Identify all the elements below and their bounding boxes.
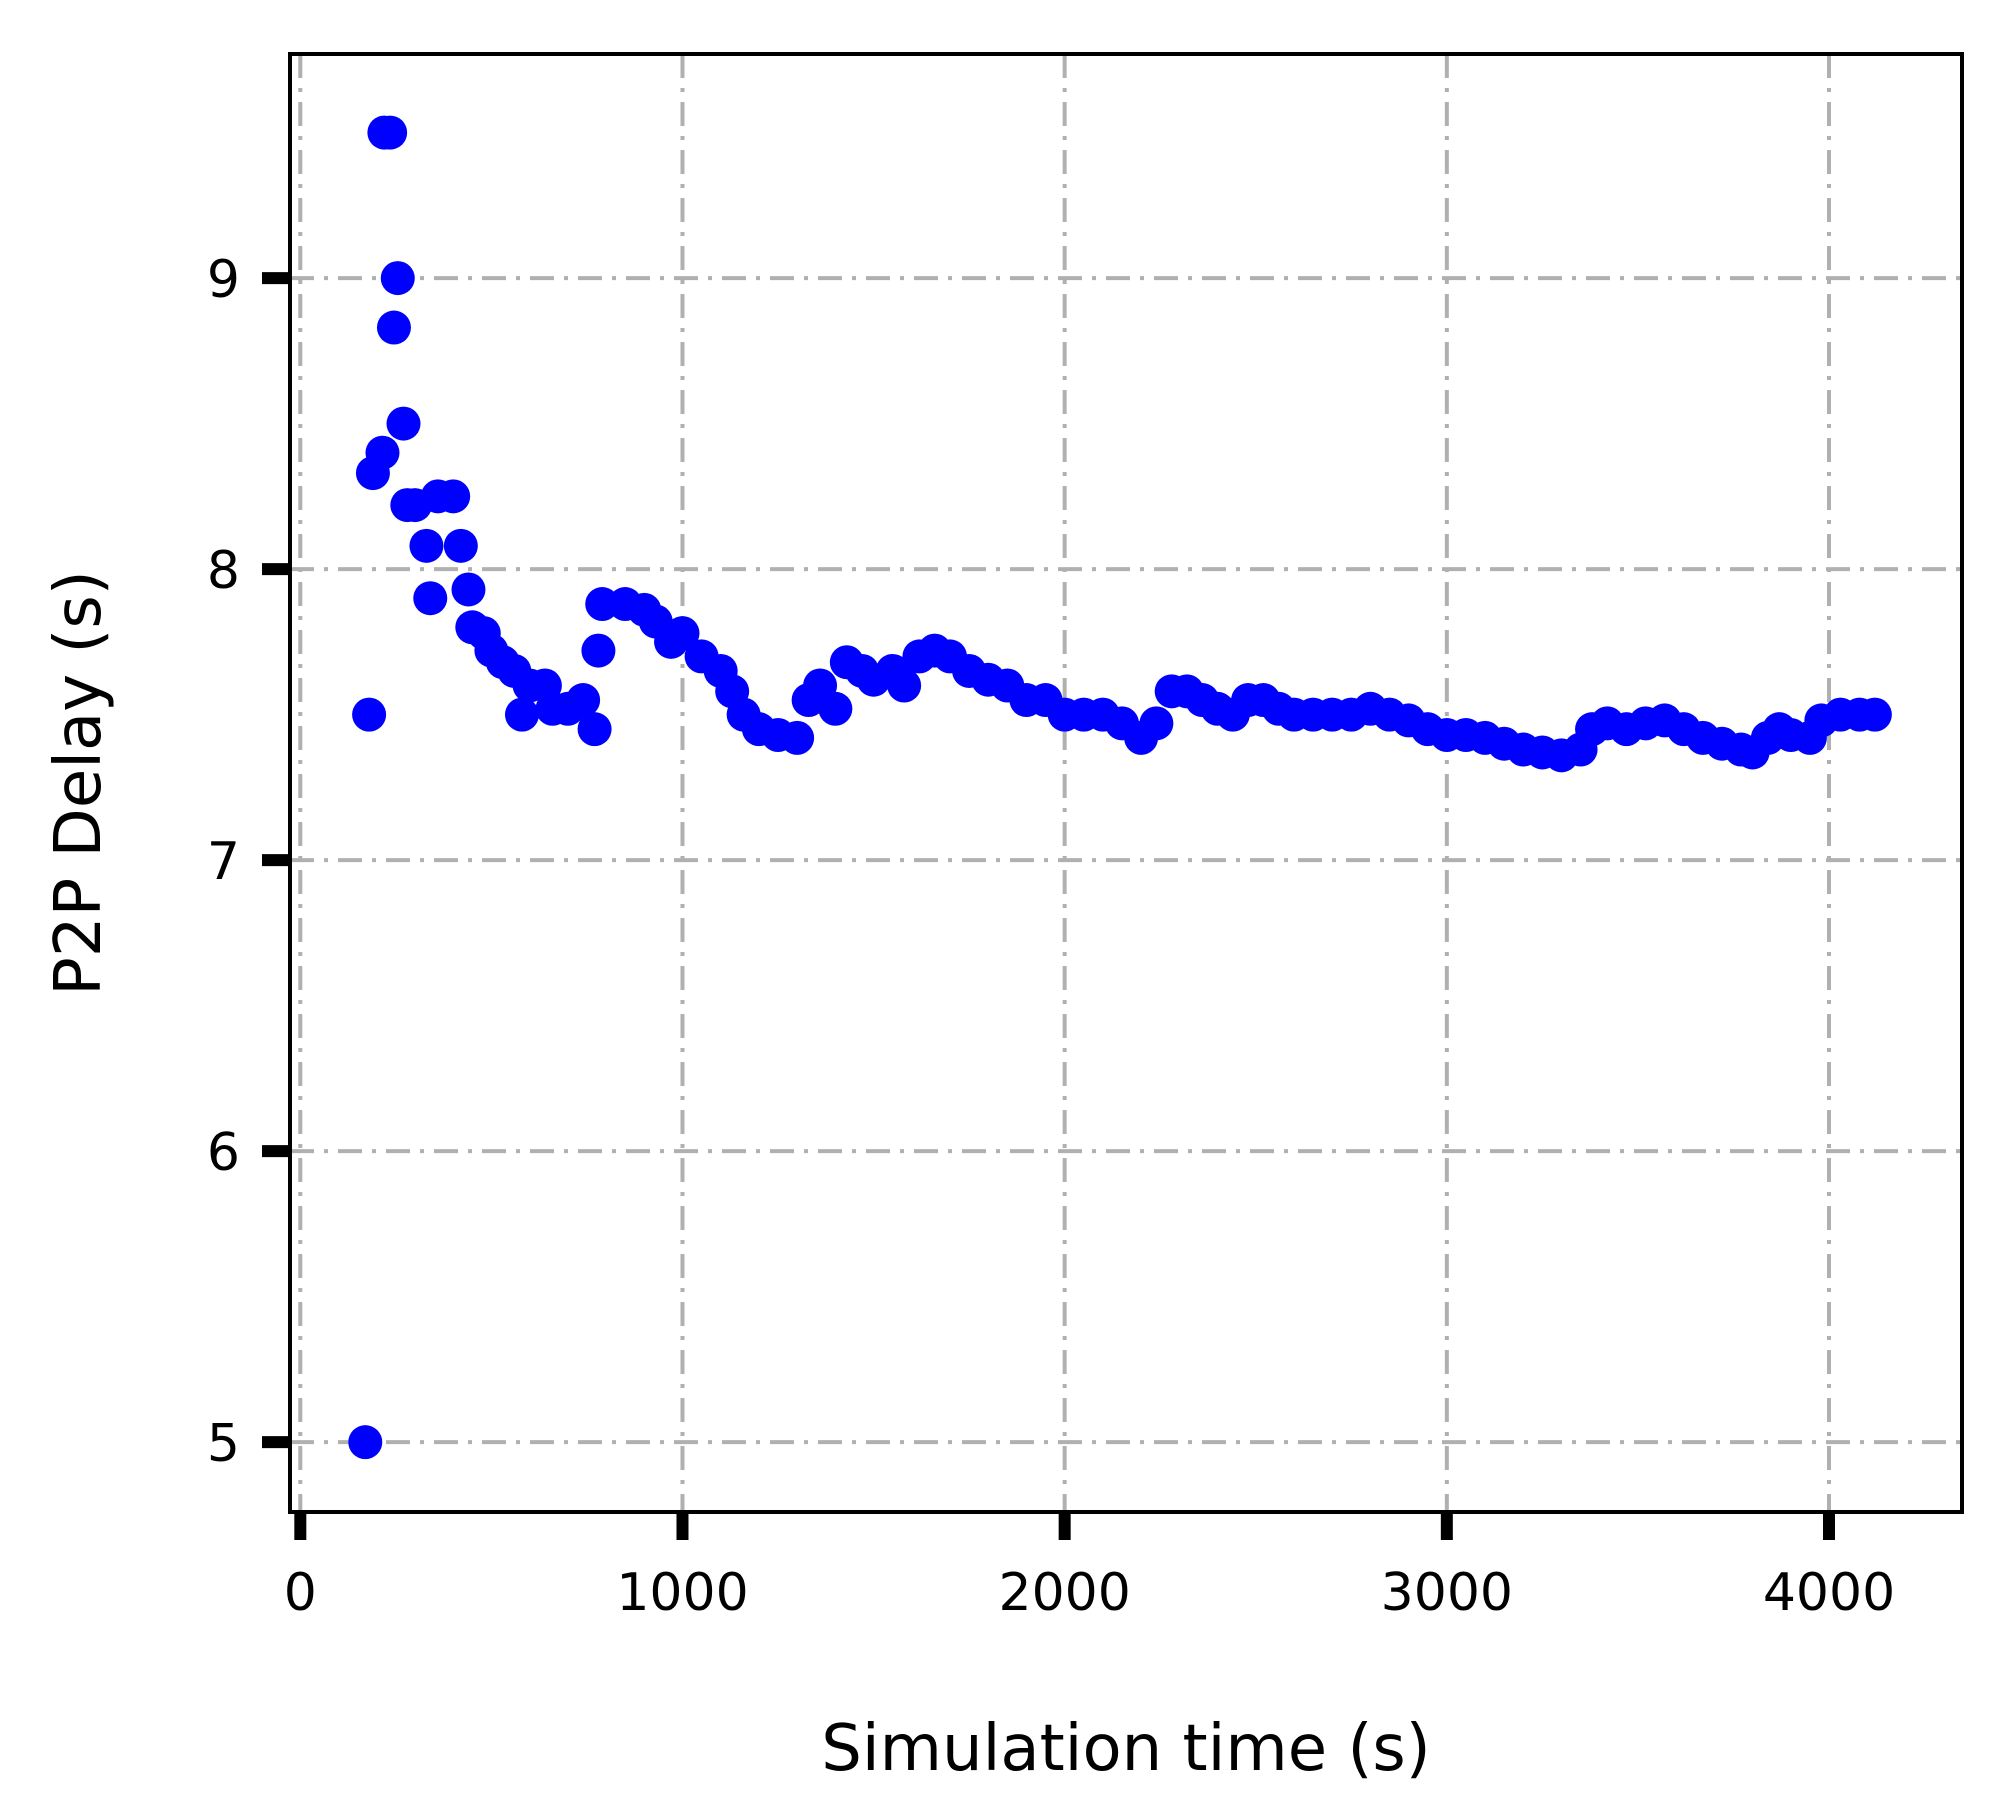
point bbox=[365, 435, 400, 470]
point bbox=[577, 712, 612, 747]
point bbox=[451, 572, 486, 607]
point bbox=[1139, 706, 1174, 741]
point bbox=[352, 697, 387, 732]
x-tick-label: 2000 bbox=[998, 1563, 1130, 1623]
point bbox=[581, 633, 616, 668]
y-tick-label: 5 bbox=[207, 1414, 240, 1474]
point bbox=[887, 668, 922, 703]
point bbox=[348, 1425, 383, 1460]
point bbox=[436, 479, 471, 514]
x-tick-label: 1000 bbox=[616, 1563, 748, 1623]
point bbox=[780, 720, 815, 755]
point bbox=[413, 581, 448, 616]
point bbox=[373, 115, 408, 150]
x-tick-label: 3000 bbox=[1381, 1563, 1513, 1623]
point bbox=[1857, 697, 1892, 732]
x-axis-label: Simulation time (s) bbox=[821, 1712, 1430, 1786]
point bbox=[566, 683, 601, 718]
y-tick-label: 6 bbox=[207, 1123, 240, 1183]
point bbox=[409, 528, 444, 563]
y-axis-label: P2P Delay (s) bbox=[42, 570, 116, 995]
point bbox=[504, 697, 539, 732]
point bbox=[665, 616, 700, 651]
point bbox=[386, 406, 421, 441]
y-tick-label: 9 bbox=[207, 250, 240, 310]
x-tick-label: 0 bbox=[284, 1563, 317, 1623]
point bbox=[443, 528, 478, 563]
y-tick-label: 8 bbox=[207, 541, 240, 601]
y-tick-label: 7 bbox=[207, 832, 240, 892]
point bbox=[380, 261, 415, 296]
x-tick-label: 4000 bbox=[1763, 1563, 1895, 1623]
plot-frame bbox=[288, 52, 1964, 1514]
point bbox=[376, 310, 411, 345]
point bbox=[818, 691, 853, 726]
